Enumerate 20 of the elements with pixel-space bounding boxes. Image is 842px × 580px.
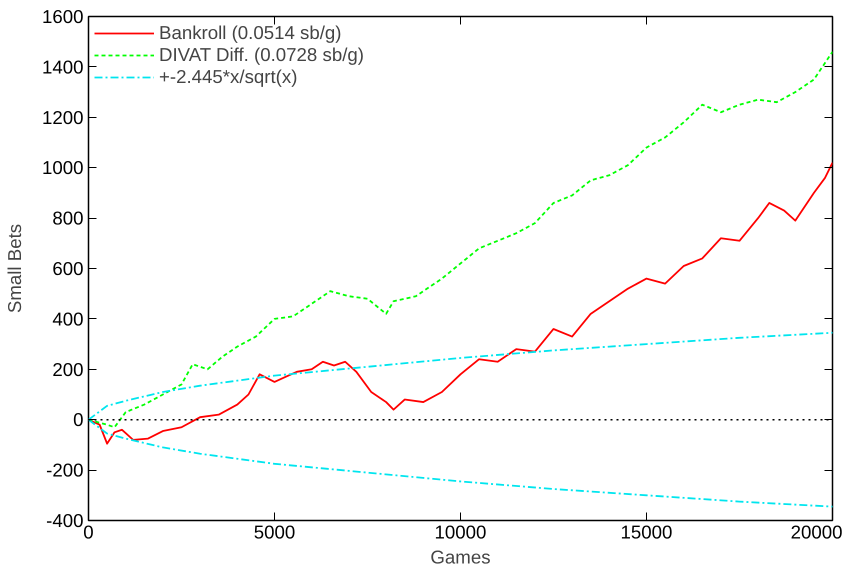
y-tick-label: -200 bbox=[46, 460, 84, 481]
x-tick-label: 15000 bbox=[620, 522, 672, 542]
x-tick-label: 5000 bbox=[254, 522, 296, 542]
y-tick-label: 1200 bbox=[42, 106, 84, 128]
x-tick-label: 20000 bbox=[790, 522, 842, 542]
legend-label: DIVAT Diff. (0.0728 sb/g) bbox=[159, 44, 364, 66]
y-tick-label: 1400 bbox=[42, 56, 84, 78]
y-axis-title: Small Bets bbox=[4, 224, 25, 314]
x-axis-title: Games bbox=[430, 546, 491, 568]
y-tick-label: 600 bbox=[52, 258, 84, 279]
y-tick-label: 200 bbox=[52, 358, 84, 380]
legend-label: +-2.445*x/sqrt(x) bbox=[159, 66, 298, 88]
y-tick-label: 800 bbox=[52, 208, 84, 229]
y-tick-label: -400 bbox=[46, 510, 84, 531]
y-tick-label: 400 bbox=[52, 308, 84, 330]
y-tick-label: 1000 bbox=[42, 157, 84, 178]
y-tick-label: 0 bbox=[73, 409, 84, 430]
legend-label: Bankroll (0.0514 sb/g) bbox=[159, 22, 342, 44]
x-tick-label: 10000 bbox=[434, 522, 486, 542]
y-tick-label: 1600 bbox=[42, 6, 84, 27]
